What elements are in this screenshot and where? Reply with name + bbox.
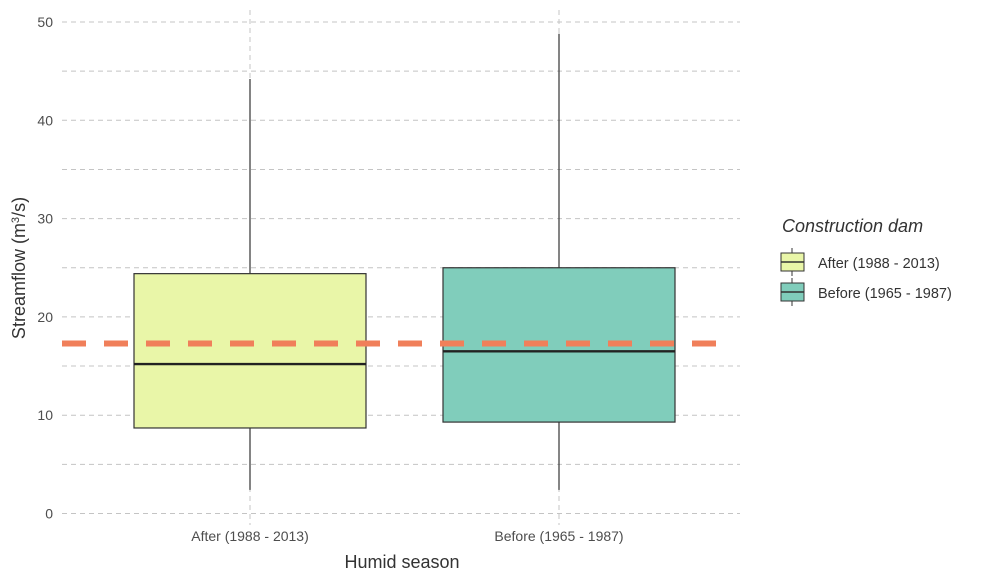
y-tick-label: 30 [37,211,53,227]
box-group [133,79,367,490]
legend-entry: Before (1965 - 1987) [780,278,952,306]
legend-entries: After (1988 - 2013) Before (1965 - 1987) [780,248,952,306]
box-iqr [442,267,676,423]
y-tick-label: 50 [37,14,53,30]
y-tick-label: 40 [37,112,53,128]
y-axis-title-tail: /s) [9,197,29,217]
y-tick-label: 20 [37,309,53,325]
box-group [442,33,676,490]
y-axis-title-main: Streamflow (m [9,223,29,339]
legend-label: After (1988 - 2013) [818,256,940,272]
y-axis-title: Streamflow (m3/s) [9,197,29,339]
boxes [133,33,676,490]
y-tick-label: 0 [45,506,53,522]
x-tick-label: After (1988 - 2013) [191,528,309,544]
legend: Construction dam After (1988 - 2013) Befo… [780,216,952,306]
legend-label: Before (1965 - 1987) [818,286,952,302]
legend-title: Construction dam [782,216,923,236]
x-axis-ticks: After (1988 - 2013) Before (1965 - 1987) [191,528,623,544]
x-axis-title: Humid season [344,552,459,570]
box-iqr [133,273,367,429]
x-tick-label: Before (1965 - 1987) [494,528,623,544]
y-axis-title-superscript: 3 [10,217,22,223]
y-axis-ticks: 0 10 20 30 40 50 [37,14,53,522]
legend-entry: After (1988 - 2013) [780,248,940,276]
y-tick-label: 10 [37,407,53,423]
